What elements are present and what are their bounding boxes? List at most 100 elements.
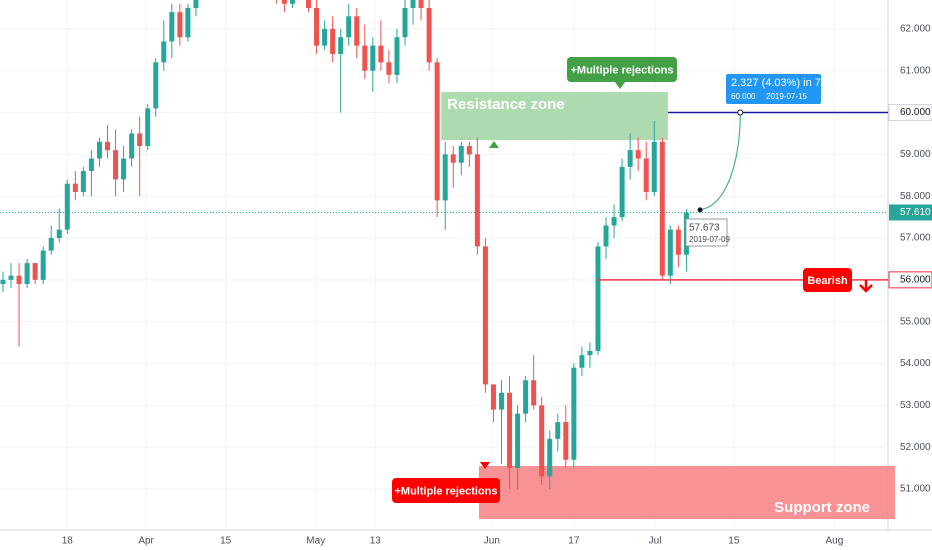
candle-body <box>113 150 119 180</box>
candle-body <box>338 37 344 54</box>
candle-body <box>185 7 191 38</box>
candle-body <box>490 384 496 410</box>
candle-body <box>595 246 601 351</box>
candle-body <box>603 225 609 247</box>
candle-body <box>24 263 30 285</box>
candle-body <box>474 154 480 247</box>
callout-text: +Multiple rejections <box>395 485 498 497</box>
candle-body <box>306 0 312 8</box>
candle-body <box>418 0 424 8</box>
candle-body <box>531 380 537 406</box>
candle-body <box>96 141 102 159</box>
candle-body <box>153 62 159 109</box>
candle-body <box>193 0 199 8</box>
candle-body <box>0 279 6 285</box>
candle-body <box>587 350 593 356</box>
projection-curve <box>699 112 741 211</box>
candle-body <box>563 422 569 460</box>
candle-body <box>450 154 456 163</box>
candle-body <box>547 438 553 477</box>
candle-body <box>105 141 111 151</box>
candle-body <box>177 12 183 38</box>
candle-body <box>466 145 472 155</box>
candle-body <box>482 246 488 385</box>
candle-body <box>32 263 38 280</box>
start-date: 2019-07-09 <box>689 235 730 244</box>
y-tick-label: 58.000 <box>900 191 931 202</box>
last-price-badge <box>889 204 932 221</box>
candle-body <box>627 150 633 167</box>
candle-body <box>137 133 143 146</box>
x-tick-label: 18 <box>62 536 74 547</box>
candle-body <box>539 405 545 477</box>
callout-text: +Multiple rejections <box>571 64 674 76</box>
candle-body <box>651 141 657 193</box>
candle-body <box>346 16 352 38</box>
x-tick-label: Aug <box>825 536 843 547</box>
candle-body <box>48 238 54 251</box>
rejection-marker <box>489 141 499 148</box>
candle-body <box>80 171 86 193</box>
candle-body <box>121 158 127 180</box>
candle-body <box>667 229 673 276</box>
candle-body <box>643 158 649 193</box>
candle-body <box>145 108 151 146</box>
level-label: 56.000 <box>900 274 931 285</box>
candle-body <box>442 154 448 201</box>
overlay: 51.000 52.000 53.000 54.000 55.000 56.000 57.0… <box>0 24 932 547</box>
candle-body <box>281 0 287 4</box>
callout-box <box>392 478 500 503</box>
y-tick-label: 57.000 <box>900 233 931 244</box>
candle-body <box>571 367 577 460</box>
callout-pointer <box>480 462 490 469</box>
candle-body <box>161 41 167 63</box>
candle-body <box>16 275 22 285</box>
y-tick-label: 52.000 <box>900 442 931 453</box>
x-tick-label: 15 <box>728 536 740 547</box>
y-tick-label: 51.000 <box>900 484 931 495</box>
candle-body <box>64 183 70 230</box>
candle-body <box>386 62 392 75</box>
candle-body <box>619 166 625 218</box>
candle-body <box>410 0 416 8</box>
x-tick-label: Apr <box>138 536 154 547</box>
candle-body <box>402 7 408 38</box>
x-tick-label: 17 <box>568 536 580 547</box>
candle-body <box>354 16 360 46</box>
candle-body <box>515 413 521 469</box>
y-tick-label: 62.000 <box>900 24 931 35</box>
callout-pointer <box>615 82 625 89</box>
zone <box>441 92 668 141</box>
candle-body <box>458 145 464 163</box>
candle-body <box>659 141 665 276</box>
x-tick-label: May <box>306 536 325 547</box>
candle-body <box>322 28 328 46</box>
candle-body <box>579 355 585 368</box>
candle-body <box>394 37 400 75</box>
candle-body <box>378 45 384 63</box>
y-tick-label: 53.000 <box>900 400 931 411</box>
bearish-arrow <box>859 280 873 293</box>
candle-body <box>169 12 175 42</box>
zone-label: Support zone <box>774 499 870 516</box>
candle-body <box>507 392 513 469</box>
zone-label: Resistance zone <box>447 96 565 113</box>
x-tick-label: Jul <box>649 536 662 547</box>
projection-start <box>697 207 703 213</box>
y-tick-label: 54.000 <box>900 358 931 369</box>
projection-target: 60.000 <box>731 92 756 101</box>
y-tick-label: 59.000 <box>900 149 931 160</box>
candle-body <box>72 183 78 193</box>
plot <box>0 0 689 490</box>
candle-body <box>611 217 617 226</box>
candle-body <box>56 229 62 239</box>
callout-text: Bearish <box>807 275 848 287</box>
candle-body <box>370 45 376 71</box>
candle-body <box>498 392 504 410</box>
y-tick-label: 61.000 <box>900 65 931 76</box>
candle-body <box>129 133 135 159</box>
callout-box <box>567 57 677 82</box>
candle-body <box>523 380 529 414</box>
start-value: 57.673 <box>689 223 720 234</box>
